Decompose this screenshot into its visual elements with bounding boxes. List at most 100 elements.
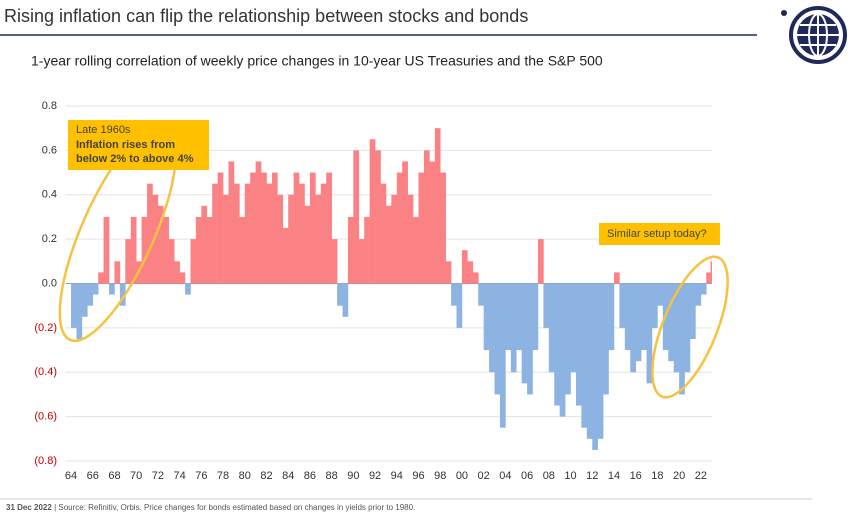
y-tick-label: (0.4) (34, 366, 57, 378)
logo (781, 6, 847, 64)
bar (646, 283, 653, 384)
bar (543, 283, 550, 328)
x-tick-label: 64 (65, 470, 77, 482)
bar (619, 283, 626, 328)
bar (478, 283, 484, 306)
bar (385, 205, 392, 284)
bar (630, 283, 636, 373)
bar (494, 283, 501, 395)
bar (679, 283, 685, 395)
x-tick-label: 72 (152, 470, 164, 482)
bar (337, 283, 343, 306)
bar (342, 283, 349, 317)
bar (418, 172, 425, 284)
y-tick-label: 0.2 (42, 233, 57, 245)
y-tick-label: (0.6) (34, 411, 57, 423)
bar (380, 183, 387, 284)
bar (282, 228, 289, 284)
x-tick-label: 68 (108, 470, 120, 482)
bar (157, 205, 164, 284)
bar (244, 183, 251, 284)
x-tick-label: 06 (521, 470, 533, 482)
x-tick-label: 22 (695, 470, 707, 482)
bar (271, 172, 278, 284)
x-tick-label: 18 (651, 470, 663, 482)
bar (586, 283, 593, 439)
bar (288, 194, 294, 284)
bar (228, 161, 235, 284)
bar (185, 283, 191, 295)
bar (168, 239, 175, 284)
y-tick-label: (0.8) (34, 455, 57, 467)
bar (201, 205, 208, 284)
bar (261, 172, 267, 284)
bar (597, 283, 604, 439)
bar (304, 205, 311, 284)
bar (689, 283, 696, 339)
x-tick-label: 00 (456, 470, 468, 482)
bar (125, 239, 132, 284)
x-tick-label: 76 (195, 470, 207, 482)
x-tick-label: 16 (630, 470, 642, 482)
bar (603, 283, 609, 395)
bar (516, 283, 522, 351)
x-tick-label: 66 (87, 470, 99, 482)
bar (114, 261, 121, 284)
bar (103, 216, 110, 284)
bar (391, 194, 398, 284)
bar (212, 183, 218, 284)
bar (233, 183, 240, 284)
chart-title: Rising inflation can flip the relationsh… (4, 6, 528, 26)
bar (147, 183, 153, 284)
bar (396, 172, 403, 284)
x-tick-label: 02 (478, 470, 490, 482)
bar (608, 283, 615, 351)
x-tick-label: 96 (412, 470, 424, 482)
bar (651, 283, 658, 328)
bar (217, 172, 224, 284)
bar (592, 283, 598, 450)
x-tick-label: 08 (543, 470, 555, 482)
annotation: Similar setup today? (607, 228, 707, 240)
bar (559, 283, 566, 417)
bar (266, 183, 273, 284)
bar (548, 283, 555, 373)
annotation: Late 1960s (76, 124, 131, 136)
bar (250, 172, 256, 284)
x-tick-label: 12 (586, 470, 598, 482)
bar (71, 283, 77, 328)
bars (71, 128, 712, 450)
footer-source: | Source: Refinitiv, Orbis. Price change… (54, 503, 415, 512)
bar (429, 161, 436, 284)
bar (223, 194, 229, 284)
bar (710, 261, 712, 284)
x-tick-label: 84 (282, 470, 294, 482)
bar (521, 283, 528, 384)
x-tick-label: 20 (673, 470, 685, 482)
bar (309, 172, 316, 284)
footer: 31 Dec 2022 | Source: Refinitiv, Orbis. … (6, 503, 415, 512)
y-tick-label: 0.6 (42, 144, 57, 156)
bar (434, 128, 441, 284)
bar (293, 172, 300, 284)
bar (358, 239, 365, 284)
bar (657, 283, 664, 306)
x-tick-label: 70 (130, 470, 142, 482)
ticks: 0.8 0.6 0.4 0.2 0.0 (0.2) (0.4) (0.6) (0.8) 64 66 6… (34, 100, 707, 482)
x-tick-label: 98 (434, 470, 446, 482)
annotation-box (68, 120, 209, 170)
bar (413, 216, 419, 284)
y-tick-label: 0.0 (42, 277, 57, 289)
bar (440, 172, 446, 284)
bar (331, 239, 338, 284)
bar (510, 283, 517, 373)
bar (575, 283, 582, 406)
x-tick-label: 82 (260, 470, 272, 482)
bar (684, 283, 691, 373)
x-tick-label: 94 (391, 470, 403, 482)
bar (163, 216, 170, 284)
bar (624, 283, 631, 351)
x-tick-label: 04 (499, 470, 511, 482)
bar (277, 194, 284, 284)
bar (315, 194, 322, 284)
